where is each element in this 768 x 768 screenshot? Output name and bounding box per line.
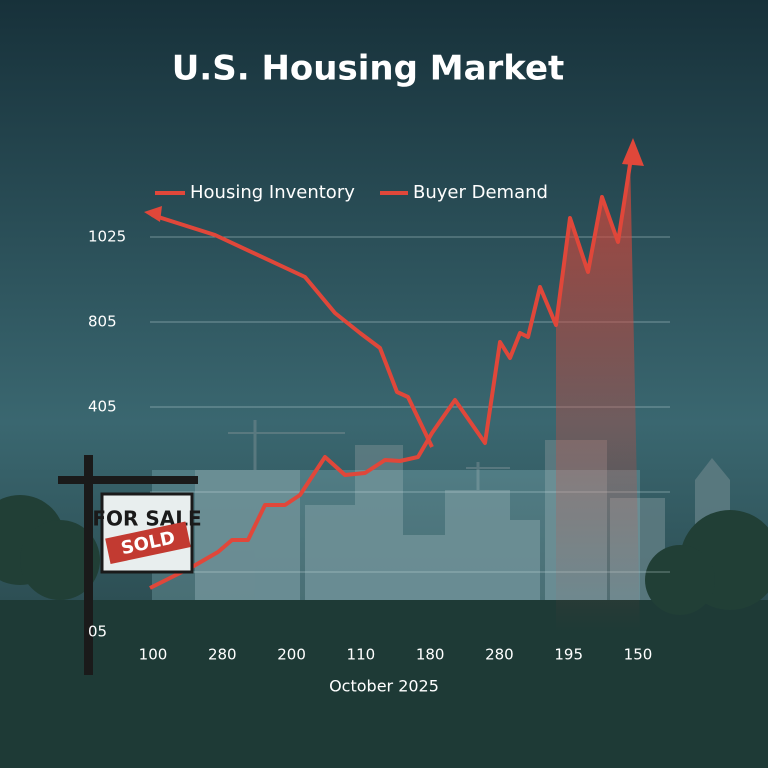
- demand-arrow: [622, 138, 644, 166]
- x-tick-label: 180: [416, 646, 445, 664]
- x-tick-label: 200: [277, 646, 306, 664]
- x-tick-label: 195: [554, 646, 583, 664]
- x-tick-label: 110: [347, 646, 376, 664]
- legend-label: Buyer Demand: [413, 182, 548, 203]
- inventory-line: [151, 213, 434, 448]
- y-tick-label: 05: [88, 623, 107, 641]
- inventory-arrow: [144, 206, 162, 222]
- x-tick-label: 280: [485, 646, 514, 664]
- trees: [0, 495, 768, 615]
- x-axis: 100 280 200 110 180 280 195 150: [139, 646, 653, 664]
- y-axis: 1025 805 405 05: [88, 228, 126, 641]
- ground: [0, 600, 768, 768]
- x-tick-label: 280: [208, 646, 237, 664]
- y-tick-label: 1025: [88, 228, 126, 246]
- demand-area: [556, 155, 640, 632]
- legend-label: Housing Inventory: [190, 182, 355, 203]
- title: U.S. Housing Market: [172, 49, 565, 89]
- y-tick-label: 805: [88, 313, 117, 331]
- x-tick-label: 150: [624, 646, 653, 664]
- x-axis-title: October 2025: [329, 677, 439, 696]
- y-tick-label: 405: [88, 398, 117, 416]
- sign: FOR SALE SOLD: [58, 455, 202, 675]
- x-tick-label: 100: [139, 646, 168, 664]
- demand-line: [149, 157, 633, 590]
